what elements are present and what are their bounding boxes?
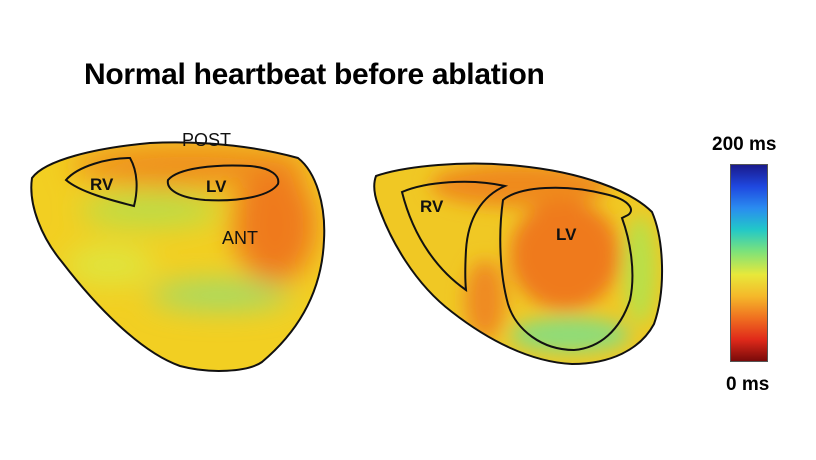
left-lv-outline bbox=[166, 164, 280, 202]
right-rv-outline bbox=[400, 180, 509, 293]
right-lv-outline bbox=[499, 186, 634, 352]
colorbar bbox=[730, 164, 768, 362]
post-label: POST bbox=[182, 130, 231, 150]
ant-label: ANT bbox=[222, 228, 258, 248]
colorbar-max-label: 200 ms bbox=[712, 134, 777, 155]
left-lv-label: LV bbox=[206, 177, 227, 196]
left-rv-label: RV bbox=[90, 175, 114, 194]
left-rv-outline bbox=[64, 156, 138, 208]
left-heart-view: POST RV LV ANT bbox=[30, 130, 326, 372]
right-heart-view: RV LV bbox=[373, 162, 664, 366]
right-rv-label: RV bbox=[420, 197, 444, 216]
figure-title: Normal heartbeat before ablation bbox=[84, 58, 545, 91]
right-lv-label: LV bbox=[556, 225, 577, 244]
colorbar-min-label: 0 ms bbox=[726, 374, 770, 395]
